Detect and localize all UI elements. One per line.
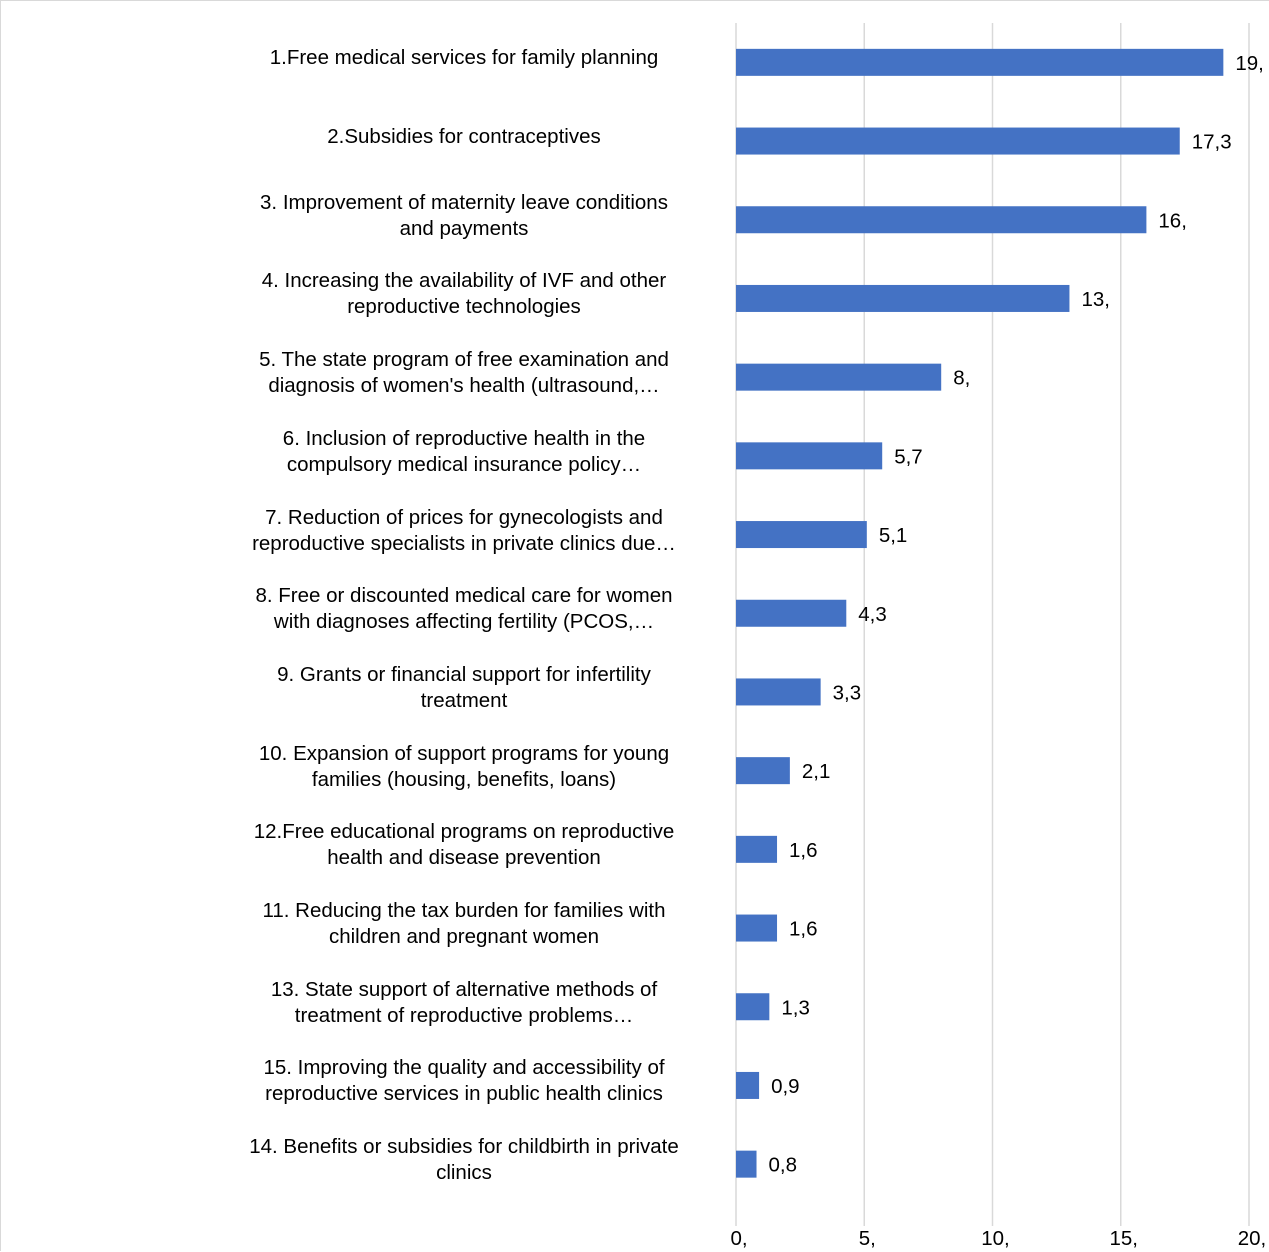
bar-1	[736, 48, 1224, 76]
category-label-5: 5. The state program of free examination…	[214, 347, 714, 399]
category-label-10: 10. Expansion of support programs for yo…	[214, 741, 714, 793]
category-label-6-line-2: compulsory medical insurance policy…	[286, 452, 642, 476]
category-label-7: 7. Reduction of prices for gynecologists…	[214, 505, 714, 557]
category-label-13: 13. State support of alternative methods…	[214, 977, 714, 1029]
category-label-15: 14. Benefits or subsidies for childbirth…	[214, 1134, 714, 1186]
data-label-9: 3,3	[833, 681, 862, 704]
bar-10	[736, 757, 790, 785]
bar-2	[736, 127, 1180, 155]
x-tick-label-2: 10,	[981, 1227, 1010, 1250]
category-label-11: 12.Free educational programs on reproduc…	[214, 819, 714, 871]
data-label-8: 4,3	[858, 603, 887, 626]
data-label-12: 1,6	[789, 918, 818, 941]
category-label-3-line-1: 3. Improvement of maternity leave condit…	[260, 190, 668, 214]
category-label-8-line-2: with diagnoses affecting fertility (PCOS…	[273, 610, 655, 634]
category-label-10-line-1: 10. Expansion of support programs for yo…	[258, 741, 670, 765]
x-tick-label-0: 0,	[730, 1227, 747, 1250]
data-label-3: 16,	[1158, 209, 1187, 232]
data-label-13: 1,3	[781, 996, 810, 1019]
bar-13	[736, 993, 770, 1021]
data-label-14: 0,9	[771, 1075, 800, 1098]
bar-5	[736, 363, 942, 391]
data-label-7: 5,1	[879, 524, 908, 547]
category-label-12: 11. Reducing the tax burden for families…	[214, 898, 714, 950]
category-label-4-line-1: 4. Increasing the availability of IVF an…	[261, 269, 667, 293]
category-label-1: 1.Free medical services for family plann…	[214, 45, 714, 71]
data-label-11: 1,6	[789, 839, 818, 862]
bar-7	[736, 521, 867, 549]
category-label-10-line-2: families (housing, benefits, loans)	[311, 767, 617, 791]
category-label-13-line-1: 13. State support of alternative methods…	[270, 977, 658, 1001]
bar-11	[736, 835, 778, 863]
category-label-4: 4. Increasing the availability of IVF an…	[214, 268, 714, 320]
x-tick-label-1: 5,	[859, 1227, 876, 1250]
category-label-5-line-1: 5. The state program of free examination…	[259, 348, 669, 372]
category-label-9-line-2: treatment	[420, 688, 508, 712]
category-label-1-line-1: 1.Free medical services for family plann…	[269, 46, 659, 70]
category-label-9-line-1: 9. Grants or financial support for infer…	[277, 662, 651, 686]
category-label-14-line-1: 15. Improving the quality and accessibil…	[263, 1056, 665, 1080]
bar-3	[736, 206, 1147, 234]
category-label-7-line-1: 7. Reduction of prices for gynecologists…	[265, 505, 663, 529]
category-label-5-line-2: diagnosis of women's health (ultrasound,…	[268, 374, 660, 398]
category-label-7-line-2: reproductive specialists in private clin…	[252, 531, 676, 555]
category-label-14-line-2: reproductive services in public health c…	[265, 1082, 663, 1106]
data-label-10: 2,1	[802, 760, 831, 783]
category-label-8: 8. Free or discounted medical care for w…	[214, 583, 714, 635]
bar-8	[736, 599, 847, 627]
category-label-12-line-1: 11. Reducing the tax burden for families…	[262, 899, 666, 923]
category-label-6: 6. Inclusion of reproductive health in t…	[214, 426, 714, 478]
data-label-6: 5,7	[894, 445, 923, 468]
data-label-2: 17,3	[1192, 131, 1232, 154]
x-tick-label-3: 15,	[1110, 1227, 1139, 1250]
category-label-8-line-1: 8. Free or discounted medical care for w…	[255, 584, 673, 608]
category-label-3: 3. Improvement of maternity leave condit…	[214, 190, 714, 242]
bar-9	[736, 678, 821, 706]
category-label-15-line-1: 14. Benefits or subsidies for childbirth…	[249, 1135, 679, 1159]
category-label-15-line-2: clinics	[436, 1161, 492, 1185]
category-label-6-line-1: 6. Inclusion of reproductive health in t…	[282, 426, 646, 450]
bar-14	[736, 1071, 760, 1099]
category-label-2-line-1: 2.Subsidies for contraceptives	[327, 125, 601, 149]
data-label-4: 13,	[1081, 288, 1110, 311]
category-label-2: 2.Subsidies for contraceptives	[214, 124, 714, 150]
category-label-9: 9. Grants or financial support for infer…	[214, 662, 714, 714]
data-label-1: 19,	[1235, 52, 1264, 75]
bar-4	[736, 284, 1070, 312]
data-label-15: 0,8	[769, 1154, 798, 1177]
x-tick-label-4: 20,	[1238, 1227, 1267, 1250]
data-label-5: 8,	[953, 367, 970, 390]
category-label-14: 15. Improving the quality and accessibil…	[214, 1055, 714, 1107]
category-label-13-line-2: treatment of reproductive problems…	[294, 1003, 634, 1027]
bar-15	[736, 1150, 757, 1178]
category-label-11-line-2: health and disease prevention	[327, 846, 601, 870]
category-label-3-line-2: and payments	[399, 216, 529, 240]
category-label-11-line-1: 12.Free educational programs on reproduc…	[253, 820, 675, 844]
category-label-4-line-2: reproductive technologies	[347, 295, 581, 319]
category-label-12-line-2: children and pregnant women	[328, 925, 600, 949]
bar-12	[736, 914, 778, 942]
bar-6	[736, 442, 883, 470]
